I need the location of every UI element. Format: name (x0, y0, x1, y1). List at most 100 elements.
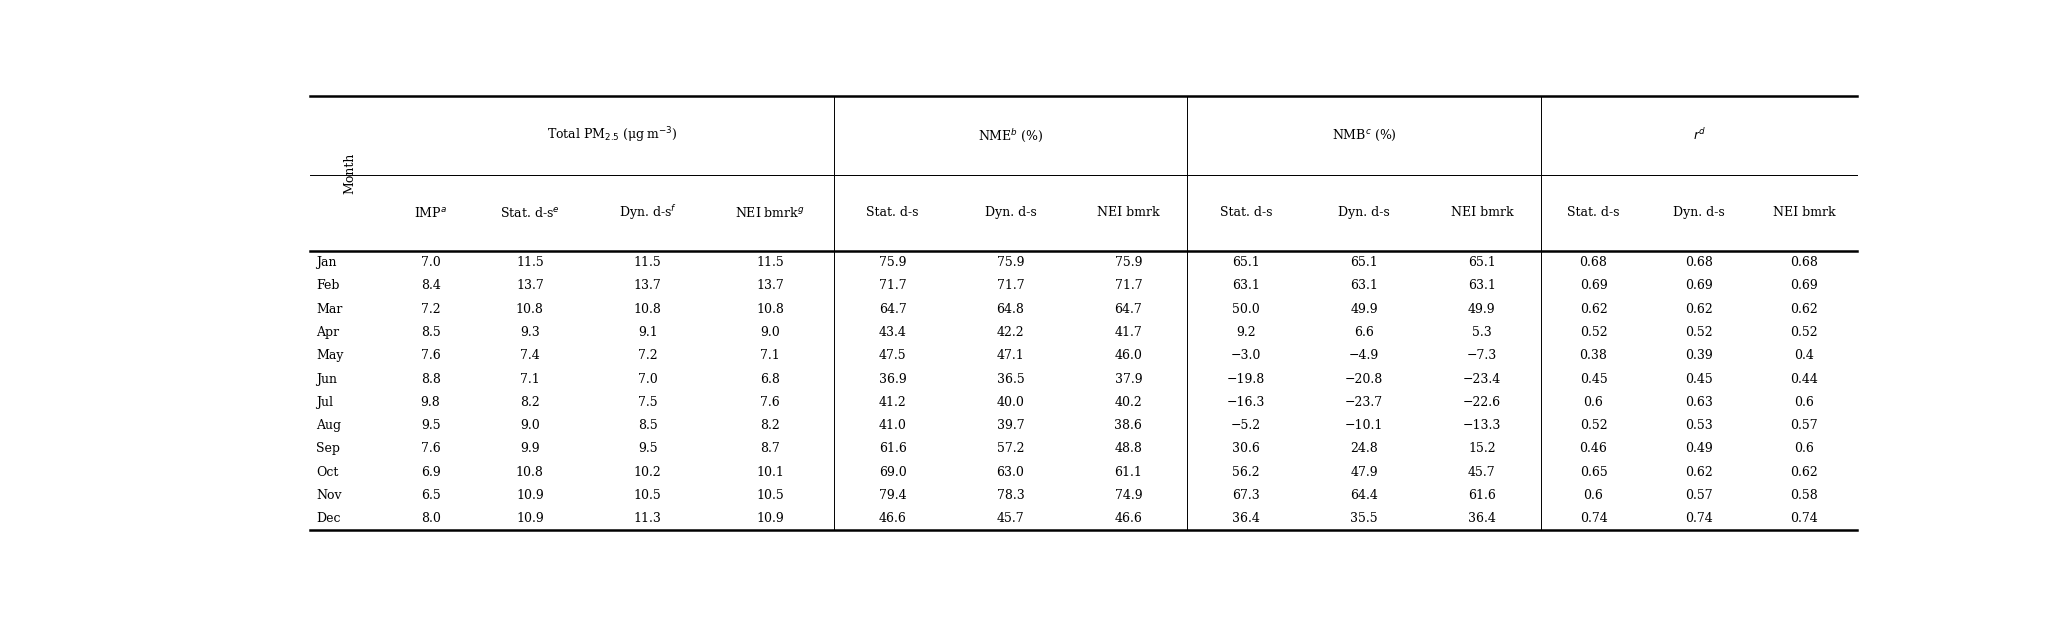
Text: 41.0: 41.0 (878, 419, 907, 432)
Text: 11.5: 11.5 (757, 256, 783, 269)
Text: 0.69: 0.69 (1790, 280, 1819, 293)
Text: 47.9: 47.9 (1350, 466, 1379, 479)
Text: Jun: Jun (316, 373, 337, 386)
Text: 75.9: 75.9 (996, 256, 1025, 269)
Text: 43.4: 43.4 (878, 326, 907, 339)
Text: 9.0: 9.0 (521, 419, 539, 432)
Text: Dyn. d-s$^{f}$: Dyn. d-s$^{f}$ (618, 203, 676, 223)
Text: 9.2: 9.2 (1236, 326, 1257, 339)
Text: −20.8: −20.8 (1346, 373, 1383, 386)
Text: NMB$^{c}$ (%): NMB$^{c}$ (%) (1331, 128, 1397, 143)
Text: 37.9: 37.9 (1114, 373, 1143, 386)
Text: IMP$^{a}$: IMP$^{a}$ (413, 206, 446, 220)
Text: 10.5: 10.5 (635, 489, 661, 502)
Text: 0.62: 0.62 (1790, 303, 1819, 316)
Text: 40.2: 40.2 (1114, 396, 1143, 409)
Text: 6.5: 6.5 (422, 489, 440, 502)
Text: 6.6: 6.6 (1354, 326, 1375, 339)
Text: 11.5: 11.5 (517, 256, 544, 269)
Text: 0.62: 0.62 (1685, 303, 1714, 316)
Text: 0.74: 0.74 (1685, 512, 1714, 525)
Text: 0.69: 0.69 (1685, 280, 1714, 293)
Text: 9.5: 9.5 (639, 442, 657, 455)
Text: 8.4: 8.4 (422, 280, 440, 293)
Text: 67.3: 67.3 (1232, 489, 1261, 502)
Text: 13.7: 13.7 (517, 280, 544, 293)
Text: −3.0: −3.0 (1232, 349, 1261, 362)
Text: 0.49: 0.49 (1685, 442, 1714, 455)
Text: 9.8: 9.8 (422, 396, 440, 409)
Text: 10.8: 10.8 (635, 303, 661, 316)
Text: Feb: Feb (316, 280, 339, 293)
Text: 7.6: 7.6 (761, 396, 779, 409)
Text: 9.1: 9.1 (639, 326, 657, 339)
Text: 65.1: 65.1 (1468, 256, 1497, 269)
Text: 45.7: 45.7 (1468, 466, 1497, 479)
Text: 75.9: 75.9 (1114, 256, 1143, 269)
Text: 45.7: 45.7 (996, 512, 1025, 525)
Text: 42.2: 42.2 (996, 326, 1025, 339)
Text: 10.8: 10.8 (757, 303, 783, 316)
Text: 46.0: 46.0 (1114, 349, 1143, 362)
Text: Jan: Jan (316, 256, 337, 269)
Text: 71.7: 71.7 (996, 280, 1025, 293)
Text: NEI bmrk: NEI bmrk (1773, 206, 1835, 219)
Text: Mar: Mar (316, 303, 343, 316)
Text: 24.8: 24.8 (1350, 442, 1379, 455)
Text: Dyn. d-s: Dyn. d-s (1337, 206, 1389, 219)
Text: 64.8: 64.8 (996, 303, 1025, 316)
Text: NEI bmrk: NEI bmrk (1098, 206, 1160, 219)
Text: 61.6: 61.6 (1468, 489, 1497, 502)
Text: −23.4: −23.4 (1463, 373, 1501, 386)
Text: 0.74: 0.74 (1579, 512, 1608, 525)
Text: 40.0: 40.0 (996, 396, 1025, 409)
Text: 49.9: 49.9 (1350, 303, 1379, 316)
Text: 0.68: 0.68 (1685, 256, 1714, 269)
Text: Stat. d-s: Stat. d-s (1220, 206, 1273, 219)
Text: 7.2: 7.2 (422, 303, 440, 316)
Text: 46.6: 46.6 (1114, 512, 1143, 525)
Text: 64.4: 64.4 (1350, 489, 1379, 502)
Text: Dyn. d-s: Dyn. d-s (1672, 206, 1724, 219)
Text: 9.5: 9.5 (422, 419, 440, 432)
Text: 79.4: 79.4 (878, 489, 907, 502)
Text: 63.1: 63.1 (1232, 280, 1261, 293)
Text: 78.3: 78.3 (996, 489, 1025, 502)
Text: 8.0: 8.0 (422, 512, 440, 525)
Text: 38.6: 38.6 (1114, 419, 1143, 432)
Text: NEI bmrk: NEI bmrk (1451, 206, 1513, 219)
Text: 7.1: 7.1 (521, 373, 539, 386)
Text: Month: Month (343, 153, 356, 194)
Text: 49.9: 49.9 (1468, 303, 1497, 316)
Text: 0.68: 0.68 (1790, 256, 1819, 269)
Text: Stat. d-s$^{e}$: Stat. d-s$^{e}$ (500, 206, 560, 220)
Text: −7.3: −7.3 (1468, 349, 1497, 362)
Text: 48.8: 48.8 (1114, 442, 1143, 455)
Text: 57.2: 57.2 (996, 442, 1025, 455)
Text: 7.5: 7.5 (639, 396, 657, 409)
Text: 75.9: 75.9 (878, 256, 907, 269)
Text: 6.9: 6.9 (422, 466, 440, 479)
Text: 0.45: 0.45 (1579, 373, 1608, 386)
Text: 63.0: 63.0 (996, 466, 1025, 479)
Text: 0.62: 0.62 (1579, 303, 1608, 316)
Text: −16.3: −16.3 (1228, 396, 1265, 409)
Text: Dyn. d-s: Dyn. d-s (984, 206, 1036, 219)
Text: 71.7: 71.7 (878, 280, 907, 293)
Text: 0.74: 0.74 (1790, 512, 1819, 525)
Text: 65.1: 65.1 (1350, 256, 1379, 269)
Text: 8.7: 8.7 (761, 442, 779, 455)
Text: 10.9: 10.9 (517, 489, 544, 502)
Text: 61.6: 61.6 (878, 442, 907, 455)
Text: 0.6: 0.6 (1794, 396, 1815, 409)
Text: 10.2: 10.2 (635, 466, 661, 479)
Text: 56.2: 56.2 (1232, 466, 1261, 479)
Text: −23.7: −23.7 (1346, 396, 1383, 409)
Text: Oct: Oct (316, 466, 339, 479)
Text: Apr: Apr (316, 326, 339, 339)
Text: 10.9: 10.9 (757, 512, 783, 525)
Text: 11.3: 11.3 (635, 512, 661, 525)
Text: 41.7: 41.7 (1114, 326, 1143, 339)
Text: 30.6: 30.6 (1232, 442, 1261, 455)
Text: Dec: Dec (316, 512, 341, 525)
